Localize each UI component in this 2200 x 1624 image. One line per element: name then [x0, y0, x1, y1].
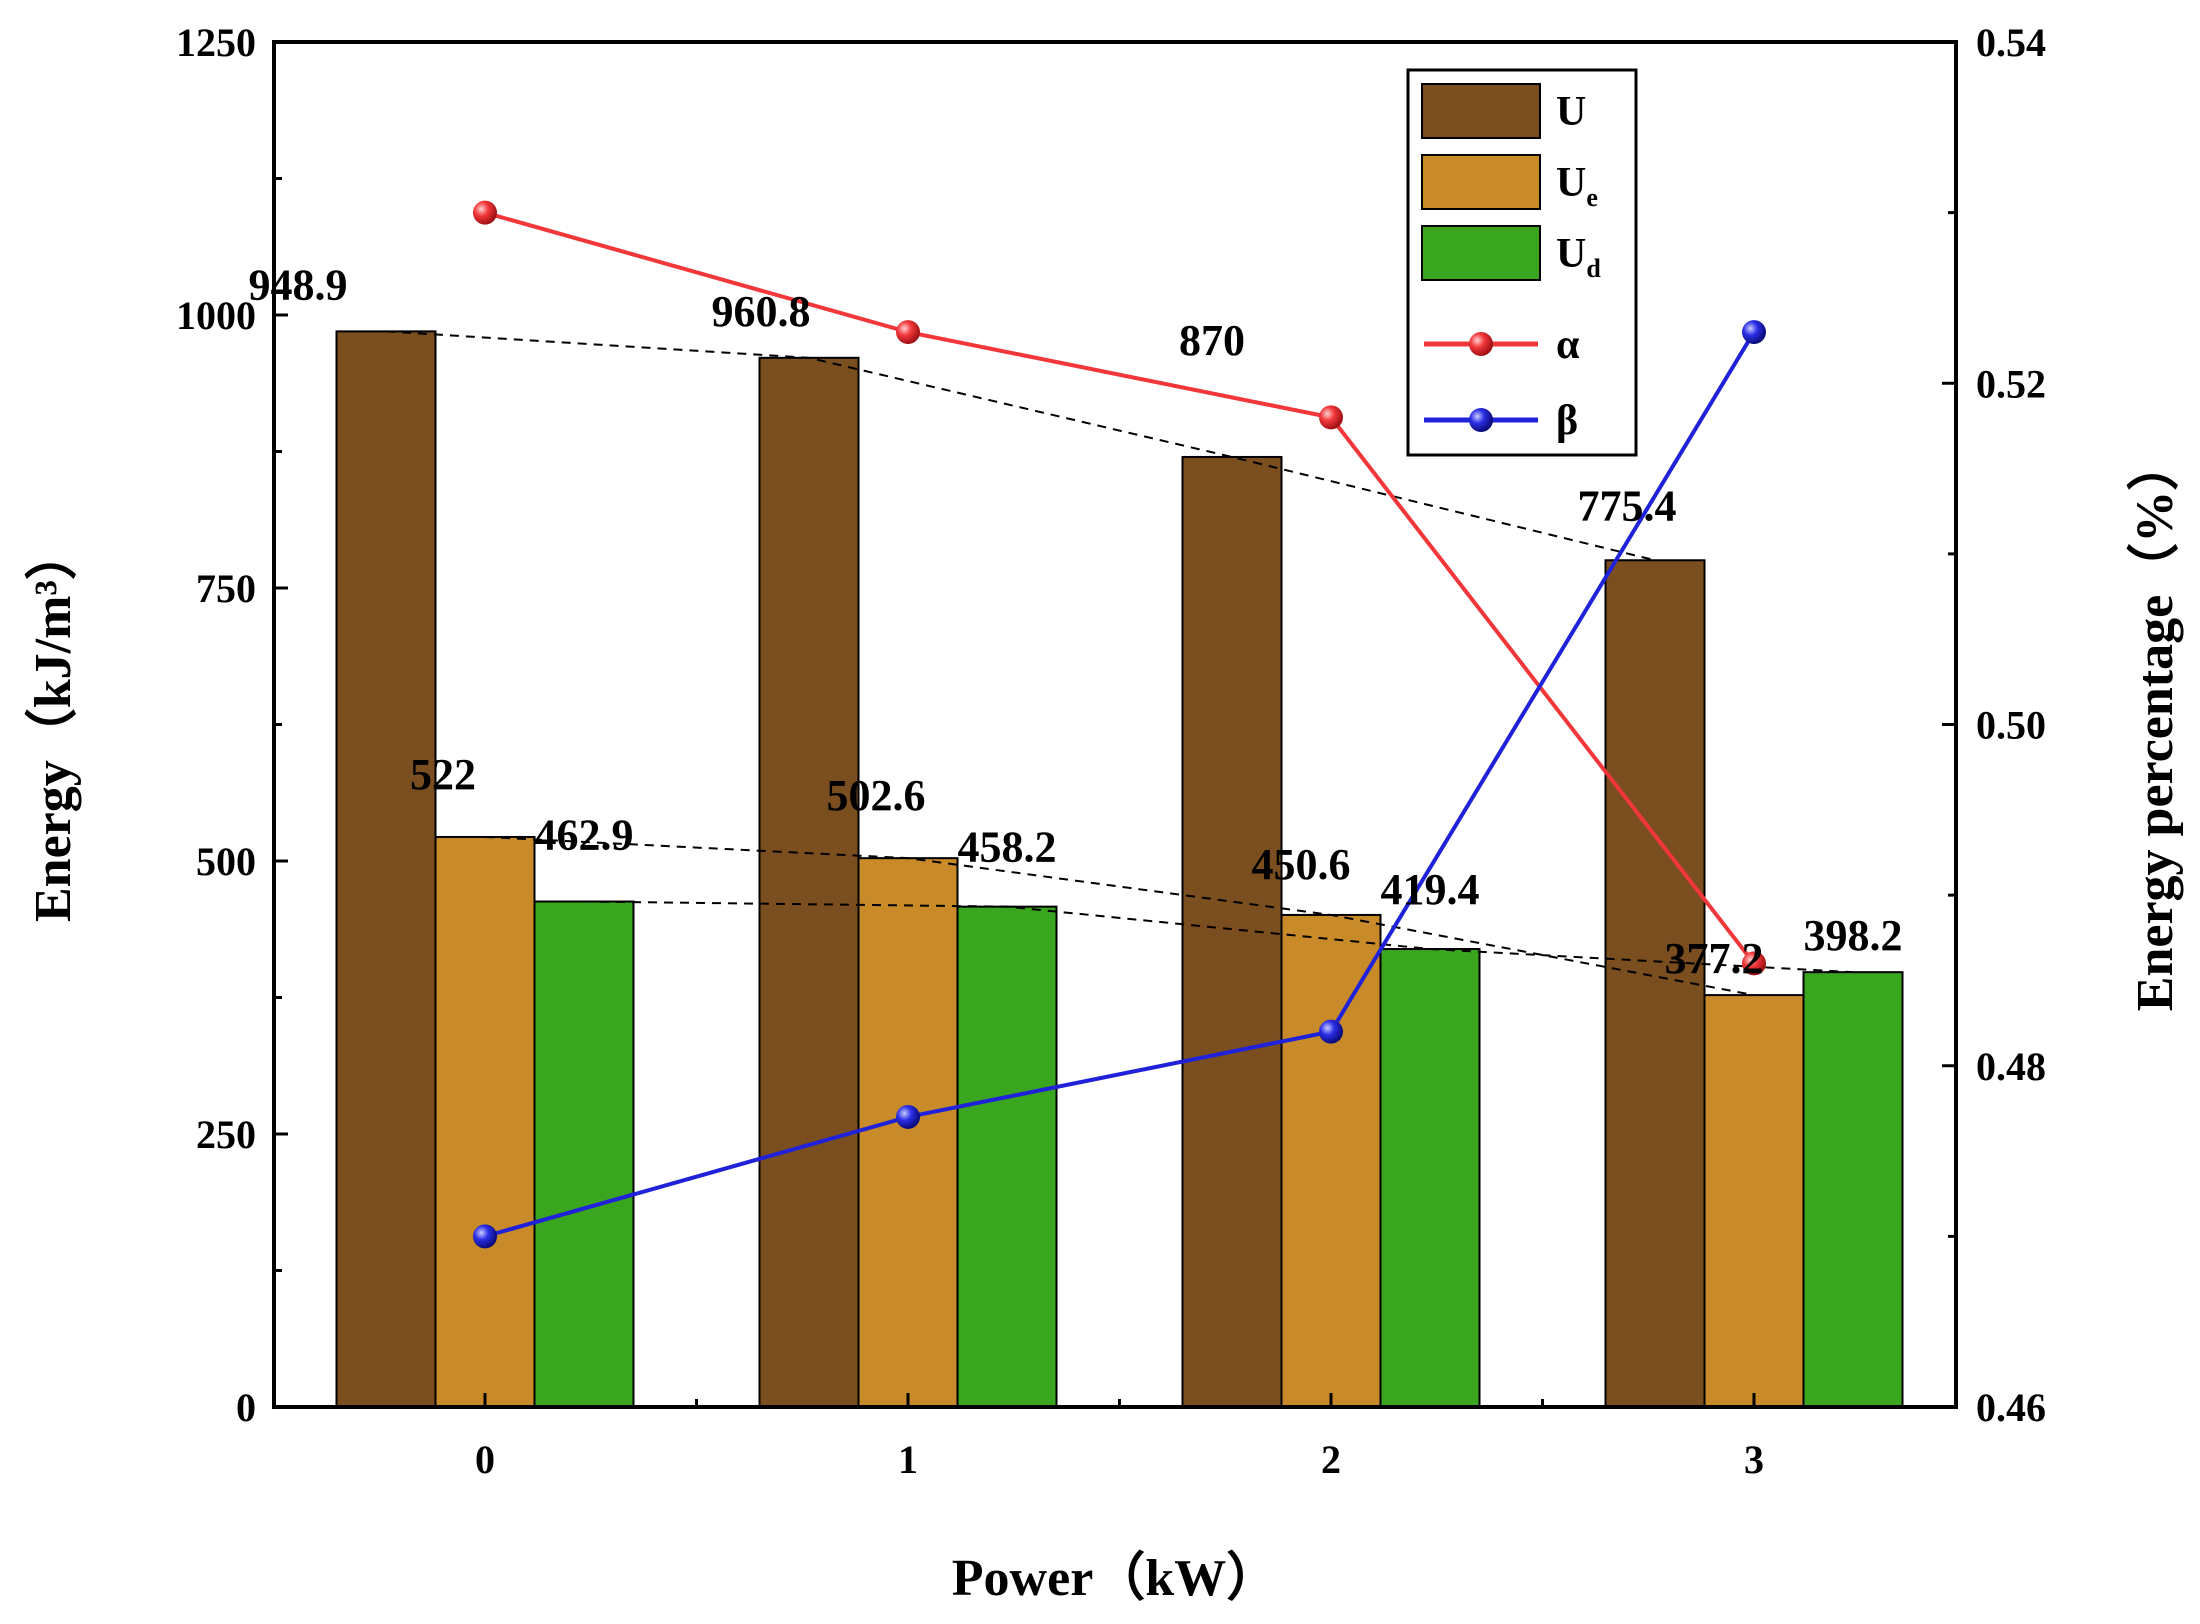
bar-ue-3 [1703, 994, 1805, 1408]
point-beta-1 [896, 1104, 920, 1129]
bar-ud-2 [1379, 948, 1481, 1408]
legend-label-ue: Ue [1556, 160, 1598, 212]
data-label-ue-0: 522 [410, 750, 476, 799]
legend-label-ud-main: U [1556, 231, 1586, 277]
y-right-tick-label-0.46: 0.46 [1976, 1385, 2046, 1430]
y-left-tick-label-250: 250 [196, 1112, 256, 1157]
bar-ue-2 [1280, 913, 1382, 1409]
point-alpha-1 [896, 320, 920, 345]
data-label-u-2: 870 [1179, 316, 1245, 365]
legend: U Ue Ud α β [1406, 68, 1638, 457]
x-axis-title: Power（kW） [952, 1549, 1278, 1607]
bar-ud-0 [533, 900, 635, 1408]
point-alpha-3 [1742, 951, 1766, 976]
legend-label-ue-main: U [1556, 160, 1586, 206]
y-left-tick-label-1000: 1000 [176, 293, 256, 338]
point-alpha-0 [473, 200, 497, 225]
point-beta-0 [473, 1224, 497, 1249]
x-tick-label-3: 3 [1744, 1437, 1764, 1482]
data-label-u-1: 960.8 [712, 287, 811, 336]
data-label-ud-0: 462.9 [535, 811, 634, 860]
legend-label-alpha: α [1556, 322, 1580, 368]
line-alpha [484, 210, 1756, 965]
percentage-lines-layer [473, 200, 1766, 1249]
bar-ud-1 [956, 905, 1058, 1409]
legend-label-beta: β [1556, 398, 1578, 444]
y-right-tick-label-0.48: 0.48 [1976, 1044, 2046, 1089]
trend-lines-layer [385, 330, 1854, 997]
y-left-axis-title-unit: （kJ/m³） [24, 528, 82, 760]
x-axis-title-unit: （kW） [1093, 1549, 1278, 1607]
y-right-axis-title: Energy percentage（%） [2126, 439, 2184, 1011]
data-label-u-0: 948.9 [249, 260, 348, 309]
bar-u-3 [1604, 559, 1706, 1408]
bar-u-2 [1181, 455, 1283, 1408]
legend-label-ud-sub: d [1586, 254, 1601, 283]
bar-u-0 [335, 330, 437, 1408]
y-right-tick-label-0.50: 0.50 [1976, 703, 2046, 748]
trend-line-ud [583, 900, 1854, 974]
point-alpha-2 [1319, 405, 1343, 430]
x-tick-label-2: 2 [1321, 1437, 1341, 1482]
y-left-axis-title: Energy（kJ/m³） [24, 528, 82, 922]
trend-line-ue [484, 835, 1755, 997]
y-right-axis-title-main: Energy percentage [2127, 595, 2184, 1011]
data-label-ue-2: 450.6 [1252, 840, 1351, 889]
x-tick-label-0: 0 [475, 1437, 495, 1482]
data-label-u-3: 775.4 [1578, 481, 1677, 530]
legend-swatch-ue [1421, 154, 1541, 210]
y-left-tick-label-0: 0 [236, 1385, 256, 1430]
point-beta-3 [1742, 320, 1766, 345]
axes-layer: 0 250 500 750 1000 1250 0.46 0.48 0.50 0.52 0.54 0 1… [176, 20, 2046, 1482]
x-tick-label-1: 1 [898, 1437, 918, 1482]
y-left-tick-label-1250: 1250 [176, 20, 256, 65]
y-right-tick-label-0.52: 0.52 [1976, 361, 2046, 406]
legend-label-ue-sub: e [1586, 183, 1598, 212]
data-label-ud-3: 398.2 [1804, 911, 1903, 960]
bar-ue-1 [857, 857, 959, 1408]
y-left-axis-title-main: Energy [25, 760, 82, 922]
legend-marker-alpha [1469, 332, 1493, 356]
bar-ud-3 [1802, 971, 1904, 1408]
bar-ue-0 [434, 835, 536, 1408]
y-left-tick-label-500: 500 [196, 839, 256, 884]
y-right-tick-label-0.54: 0.54 [1976, 20, 2046, 65]
data-label-ue-1: 502.6 [827, 771, 926, 820]
data-labels-layer: 948.9 960.8 870 775.4 522 502.6 450.6 377.2 462.… [249, 260, 1903, 983]
legend-label-u-main: U [1556, 89, 1586, 135]
legend-marker-beta [1469, 408, 1493, 432]
data-label-ud-1: 458.2 [958, 823, 1057, 872]
y-right-axis-title-unit: （%） [2126, 439, 2184, 595]
data-label-ud-2: 419.4 [1381, 865, 1480, 914]
legend-swatch-u [1421, 83, 1541, 139]
x-axis-title-main: Power [952, 1550, 1093, 1607]
bar-u-1 [758, 356, 860, 1408]
data-label-ue-3: 377.2 [1665, 934, 1764, 983]
legend-swatch-ud [1421, 225, 1541, 281]
y-left-tick-label-750: 750 [196, 566, 256, 611]
point-beta-2 [1319, 1019, 1343, 1044]
bars-layer [335, 330, 1904, 1409]
line-beta [484, 331, 1756, 1239]
legend-label-u: U [1556, 89, 1586, 135]
legend-label-ud: Ud [1556, 231, 1601, 283]
trend-line-u [385, 330, 1656, 562]
